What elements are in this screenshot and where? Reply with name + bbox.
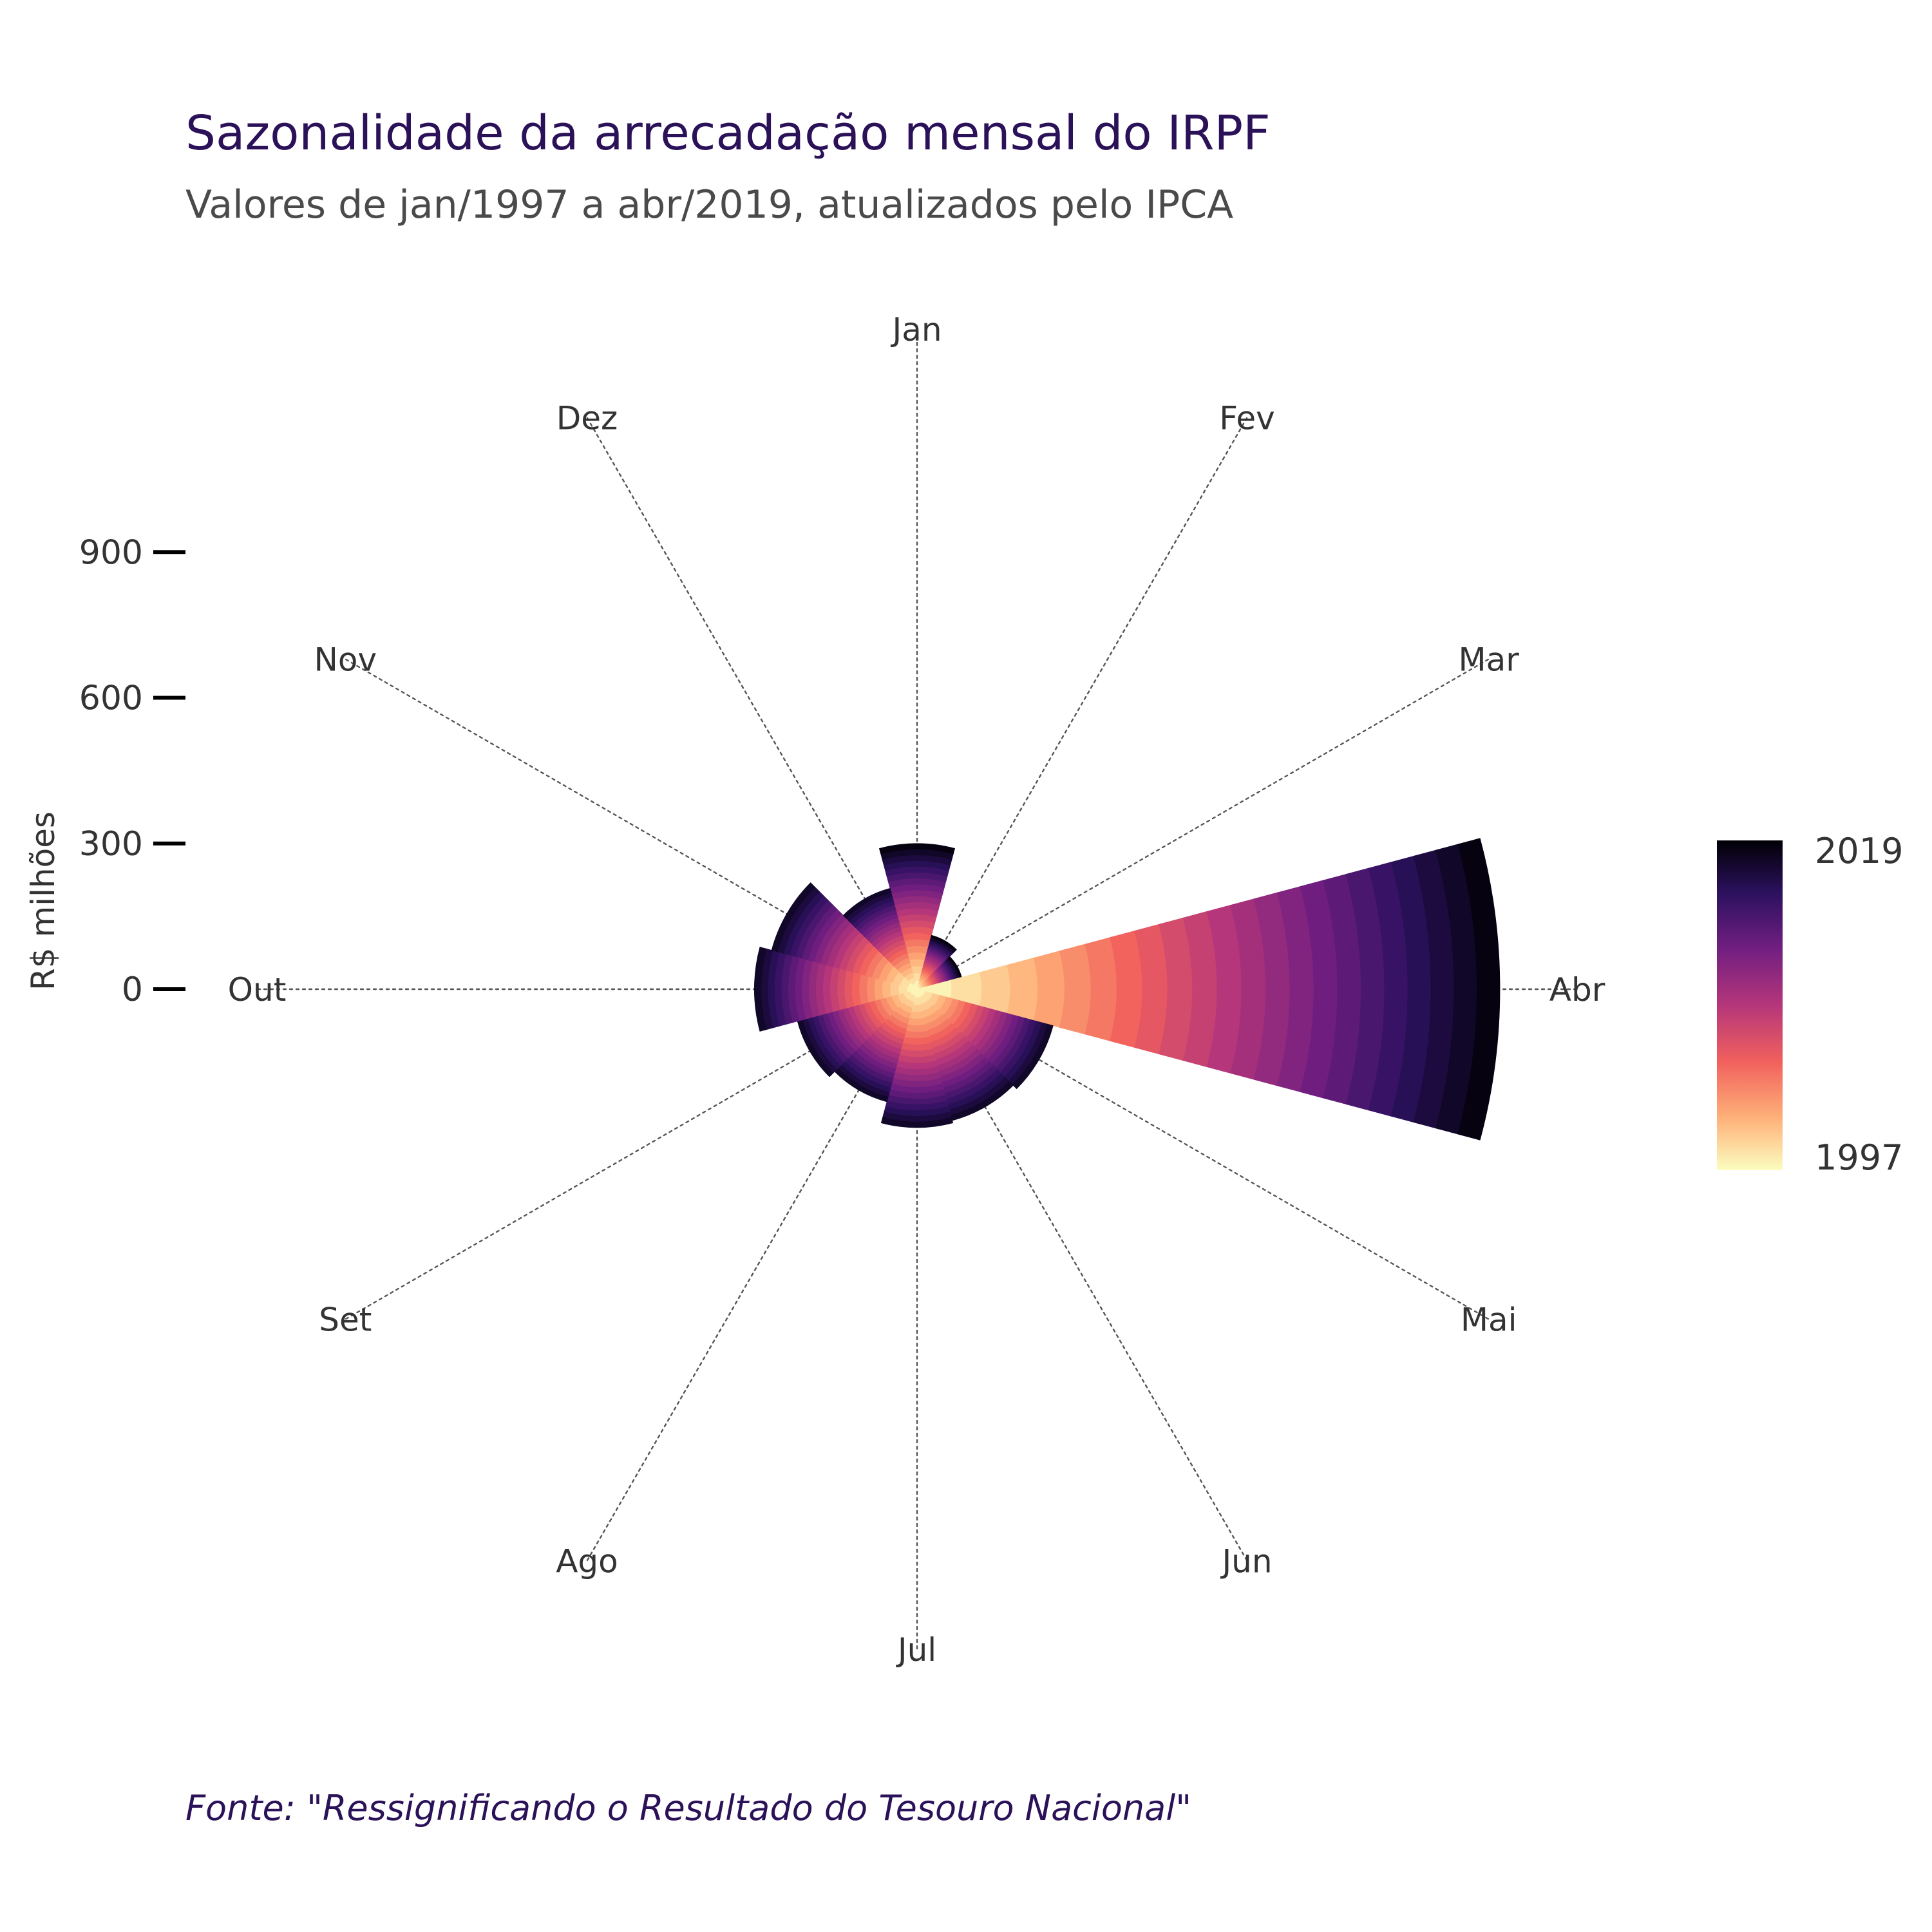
polar-bar-segment bbox=[842, 887, 892, 919]
month-label: Dez bbox=[556, 399, 618, 437]
polar-bar-segment bbox=[1457, 838, 1501, 1141]
month-label: Mar bbox=[1459, 641, 1520, 679]
month-label: Mai bbox=[1461, 1302, 1517, 1339]
polar-bar-segment bbox=[889, 981, 900, 997]
polar-bar-segment bbox=[771, 882, 816, 952]
month-label: Jul bbox=[896, 1631, 936, 1669]
polar-bar-segment bbox=[909, 1011, 925, 1019]
month-label: Jan bbox=[890, 311, 942, 348]
month-label: Ago bbox=[556, 1543, 618, 1580]
y-axis-label: R$ milhões bbox=[24, 811, 62, 990]
polar-bar-segment bbox=[882, 980, 891, 999]
month-label: Fev bbox=[1219, 399, 1274, 437]
polar-bar-segment bbox=[874, 978, 884, 1001]
polar-bar-segment bbox=[753, 947, 767, 1032]
radial-tick-label: 0 bbox=[122, 971, 143, 1009]
month-label: Abr bbox=[1549, 971, 1605, 1009]
polar-bar-segment bbox=[866, 976, 876, 1003]
radial-tick-label: 300 bbox=[79, 825, 143, 864]
radial-axis: 0 300 600 900 bbox=[79, 533, 185, 1009]
month-label: Out bbox=[228, 971, 287, 1009]
radial-tick-label: 900 bbox=[79, 533, 143, 572]
polar-bar-segment bbox=[878, 843, 956, 855]
polar-bar-segment bbox=[931, 934, 957, 952]
month-labels: Jan Fev Mar Abr Mai Jun Jul Ago Set Out Nov Dez bbox=[228, 311, 1605, 1669]
grid-spoke bbox=[916, 413, 1250, 990]
month-label: Nov bbox=[314, 641, 377, 679]
polar-bar-segment bbox=[907, 952, 927, 961]
polar-bar-segment bbox=[905, 1024, 929, 1033]
chart-title: Sazonalidade da arrecadação mensal do IR… bbox=[185, 106, 1271, 161]
chart-caption: Fonte: "Ressignificando o Resultado do T… bbox=[185, 1788, 1191, 1828]
polar-bar-segment bbox=[880, 1117, 954, 1128]
polar-bar-segment bbox=[909, 958, 925, 967]
polar-bar-segment bbox=[979, 965, 1011, 1014]
legend-bottom-label: 1997 bbox=[1815, 1137, 1903, 1178]
polar-bar-segment bbox=[907, 1018, 927, 1026]
legend-colorbar bbox=[1717, 840, 1783, 1170]
grid-spoke bbox=[916, 656, 1493, 990]
polar-bar-segment bbox=[911, 1004, 923, 1013]
month-label: Jun bbox=[1220, 1543, 1272, 1580]
legend-top-label: 2019 bbox=[1815, 831, 1903, 871]
polar-bar-segment bbox=[1007, 957, 1038, 1021]
polar-bar-segment bbox=[1033, 951, 1065, 1028]
month-label: Set bbox=[319, 1302, 372, 1339]
polar-bars bbox=[753, 838, 1501, 1141]
polar-bar-segment bbox=[911, 965, 923, 974]
chart-subtitle: Valores de jan/1997 a abr/2019, atualiza… bbox=[185, 182, 1233, 227]
color-legend: 2019 1997 bbox=[1717, 831, 1903, 1178]
polar-bar-segment bbox=[905, 945, 929, 954]
chart-header: Sazonalidade da arrecadação mensal do IR… bbox=[185, 106, 1271, 227]
grid-spoke bbox=[584, 413, 918, 990]
radial-tick-label: 600 bbox=[79, 679, 143, 718]
